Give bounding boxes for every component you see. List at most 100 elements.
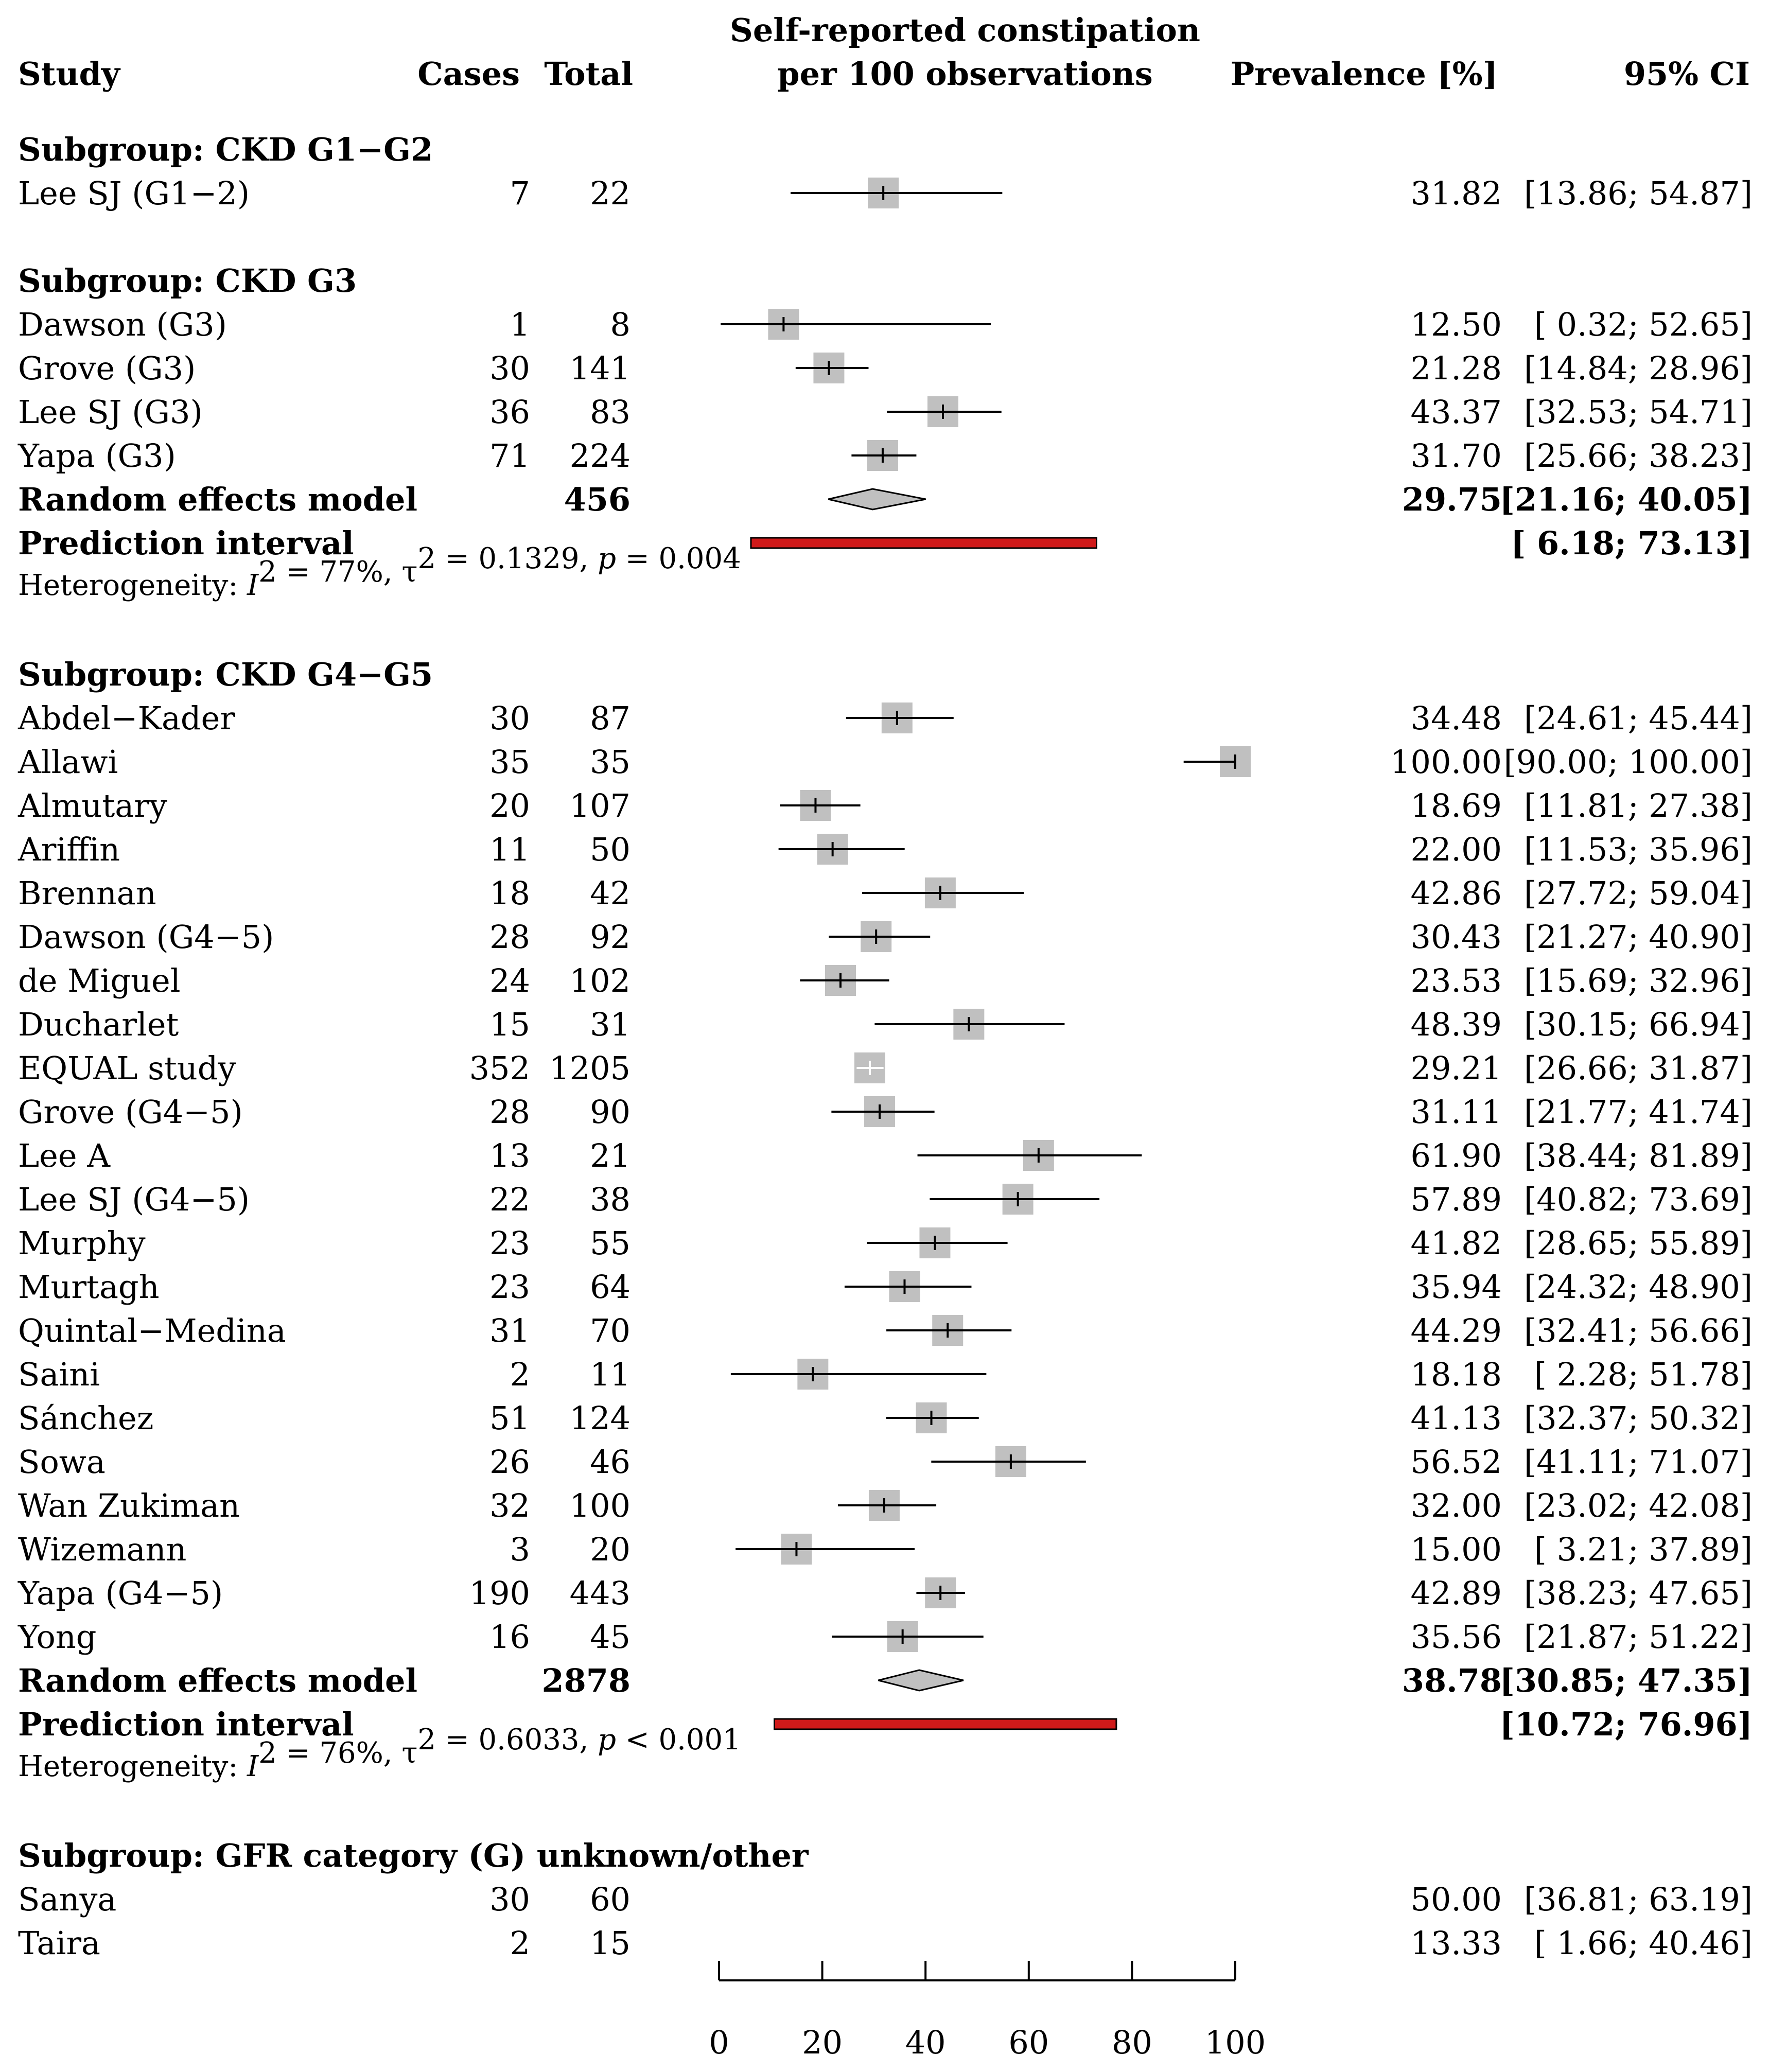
study-cases: 28 bbox=[489, 1093, 530, 1131]
study-ci: [30.15; 66.94] bbox=[1524, 1006, 1753, 1043]
study-ci: [28.65; 55.89] bbox=[1524, 1224, 1753, 1262]
study-cases: 32 bbox=[489, 1487, 530, 1524]
x-axis-tick-label: 100 bbox=[1205, 2024, 1266, 2061]
study-prevalence: 31.11 bbox=[1411, 1093, 1502, 1131]
study-total: 55 bbox=[590, 1224, 630, 1262]
study-label: Dawson (G3) bbox=[18, 306, 227, 343]
study-ci: [21.27; 40.90] bbox=[1524, 918, 1753, 956]
prediction-label: Prediction interval bbox=[18, 524, 354, 562]
study-prevalence: 18.69 bbox=[1411, 787, 1502, 824]
x-axis-tick-label: 40 bbox=[905, 2024, 946, 2061]
study-label: Quintal−Medina bbox=[18, 1312, 286, 1349]
pooled-ci: [30.85; 47.35] bbox=[1500, 1662, 1753, 1699]
study-prevalence: 57.89 bbox=[1411, 1181, 1502, 1218]
pooled-diamond bbox=[828, 488, 926, 511]
study-total: 50 bbox=[590, 831, 630, 868]
prediction-label: Prediction interval bbox=[18, 1706, 354, 1743]
study-label: Lee A bbox=[18, 1137, 111, 1174]
study-cases: 20 bbox=[489, 787, 530, 824]
study-total: 22 bbox=[590, 174, 630, 212]
study-label: Allawi bbox=[17, 743, 118, 781]
study-cases: 36 bbox=[489, 393, 530, 431]
header-study: Study bbox=[18, 55, 121, 93]
study-total: 64 bbox=[590, 1268, 630, 1306]
study-ci: [40.82; 73.69] bbox=[1524, 1181, 1753, 1218]
study-prevalence: 31.82 bbox=[1411, 174, 1502, 212]
study-ci: [14.84; 28.96] bbox=[1524, 349, 1753, 387]
study-ci: [38.44; 81.89] bbox=[1524, 1137, 1753, 1174]
study-label: Grove (G3) bbox=[18, 349, 196, 387]
study-label: Wan Zukiman bbox=[18, 1487, 240, 1524]
study-prevalence: 21.28 bbox=[1411, 349, 1502, 387]
study-ci: [27.72; 59.04] bbox=[1524, 874, 1753, 912]
prediction-ci: [10.72; 76.96] bbox=[1500, 1706, 1753, 1743]
study-total: 21 bbox=[590, 1137, 630, 1174]
study-total: 8 bbox=[610, 306, 630, 343]
x-axis: 0 20 40 60 80 100 bbox=[709, 1961, 1266, 2061]
study-cases: 18 bbox=[489, 874, 530, 912]
study-prevalence: 15.00 bbox=[1411, 1531, 1502, 1568]
study-label: Saini bbox=[18, 1356, 100, 1393]
heterogeneity-text: Heterogeneity: I2 = 77%, τ2 = 0.1329, p … bbox=[18, 542, 741, 602]
study-ci: [ 0.32; 52.65] bbox=[1534, 306, 1753, 343]
study-ci: [13.86; 54.87] bbox=[1524, 174, 1753, 212]
prediction-ci: [ 6.18; 73.13] bbox=[1511, 524, 1753, 562]
study-ci: [ 2.28; 51.78] bbox=[1534, 1356, 1753, 1393]
study-total: 31 bbox=[590, 1006, 630, 1043]
prediction-interval-bar bbox=[750, 537, 1097, 549]
study-cases: 30 bbox=[489, 349, 530, 387]
heterogeneity-sq: 2 bbox=[258, 1736, 277, 1770]
study-prevalence: 22.00 bbox=[1411, 831, 1502, 868]
study-ci: [11.53; 35.96] bbox=[1524, 831, 1753, 868]
study-total: 107 bbox=[570, 787, 630, 824]
study-label: Yapa (G3) bbox=[17, 437, 176, 475]
study-ci: [24.32; 48.90] bbox=[1524, 1268, 1753, 1306]
study-ci: [90.00; 100.00] bbox=[1504, 743, 1753, 781]
prediction-interval-bar bbox=[774, 1718, 1117, 1730]
study-ci: [41.11; 71.07] bbox=[1524, 1443, 1753, 1481]
study-prevalence: 42.89 bbox=[1411, 1574, 1502, 1612]
study-label: Ariffin bbox=[17, 831, 120, 868]
pooled-total: 2878 bbox=[541, 1662, 630, 1699]
study-cases: 11 bbox=[489, 831, 530, 868]
study-cases: 16 bbox=[489, 1618, 530, 1656]
study-cases: 51 bbox=[489, 1399, 530, 1437]
study-prevalence: 41.13 bbox=[1411, 1399, 1502, 1437]
heterogeneity-prefix: Heterogeneity: bbox=[18, 569, 247, 602]
study-total: 141 bbox=[570, 349, 630, 387]
study-ci: [ 1.66; 40.46] bbox=[1534, 1924, 1753, 1962]
study-label: Dawson (G4−5) bbox=[18, 918, 274, 956]
study-prevalence: 31.70 bbox=[1411, 437, 1502, 475]
study-label: Sowa bbox=[18, 1443, 106, 1481]
header: Study Cases Total Self-reported constipa… bbox=[18, 11, 1750, 93]
subgroup-label: Subgroup: CKD G4−G5 bbox=[18, 656, 433, 693]
study-cases: 22 bbox=[489, 1181, 530, 1218]
study-prevalence: 18.18 bbox=[1411, 1356, 1502, 1393]
study-prevalence: 13.33 bbox=[1411, 1924, 1502, 1962]
study-cases: 24 bbox=[489, 962, 530, 999]
heterogeneity-sq: 2 bbox=[258, 555, 277, 589]
study-label: Taira bbox=[18, 1924, 100, 1962]
study-label: Yong bbox=[17, 1618, 97, 1656]
study-label: Lee SJ (G3) bbox=[18, 393, 203, 431]
study-total: 38 bbox=[590, 1181, 630, 1218]
study-cases: 190 bbox=[469, 1574, 530, 1612]
study-cases: 23 bbox=[489, 1224, 530, 1262]
study-label: Murphy bbox=[18, 1224, 146, 1262]
study-total: 224 bbox=[570, 437, 630, 475]
study-label: EQUAL study bbox=[18, 1049, 236, 1087]
study-cases: 26 bbox=[489, 1443, 530, 1481]
study-label: Murtagh bbox=[18, 1268, 160, 1306]
study-cases: 352 bbox=[469, 1049, 530, 1087]
study-label: Yapa (G4−5) bbox=[17, 1574, 223, 1612]
heterogeneity-sq: 2 bbox=[417, 542, 436, 575]
header-total: Total bbox=[544, 55, 633, 93]
study-ci: [38.23; 47.65] bbox=[1524, 1574, 1753, 1612]
study-label: Almutary bbox=[17, 787, 167, 824]
study-prevalence: 23.53 bbox=[1411, 962, 1502, 999]
x-axis-tick-label: 20 bbox=[802, 2024, 843, 2061]
study-cases: 71 bbox=[489, 437, 530, 475]
study-prevalence: 32.00 bbox=[1411, 1487, 1502, 1524]
